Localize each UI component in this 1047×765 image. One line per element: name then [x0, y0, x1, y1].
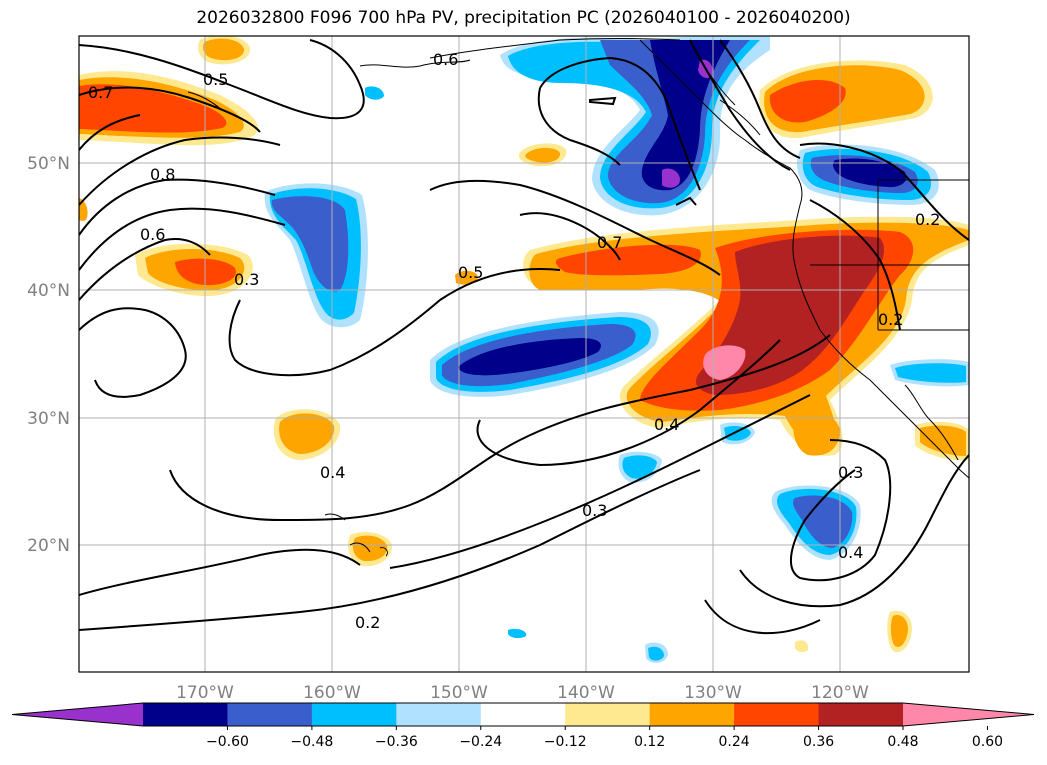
- lon-label-170w: 170°W: [176, 683, 234, 703]
- contour-label: 0.3: [234, 270, 259, 289]
- colorbar-outline: [11, 702, 1035, 727]
- contour-label: 0.7: [597, 233, 622, 252]
- lon-label-140w: 140°W: [557, 683, 615, 703]
- colorbar-extend-min: [12, 703, 143, 726]
- lon-label-120w: 120°W: [811, 683, 869, 703]
- contour-label: 0.5: [458, 263, 483, 282]
- contour-label: 0.6: [140, 225, 165, 244]
- contour-label: 0.4: [654, 415, 679, 434]
- colorbar-bin: [227, 703, 313, 726]
- colorbar-tick-label: 0.36: [803, 734, 834, 750]
- contour-label: 0.5: [203, 70, 228, 89]
- colorbar-tick-label: −0.48: [290, 734, 333, 750]
- contour-label: 0.4: [838, 543, 863, 562]
- contour-label: 0.6: [433, 50, 458, 69]
- colorbar-tick-label: −0.24: [459, 734, 502, 750]
- contour-label: 0.3: [838, 463, 863, 482]
- colorbar-tick-label: 0.12: [634, 734, 665, 750]
- colorbar-bin: [565, 703, 651, 726]
- colorbar-bin: [734, 703, 820, 726]
- contour-label: 0.3: [582, 501, 607, 520]
- colorbar-tick-label: −0.60: [206, 734, 249, 750]
- contour-labels: 0.7 0.5 0.6 0.8 0.6 0.3 0.7 0.5 0.4 0.4 …: [88, 50, 940, 632]
- colorbar-bin: [480, 703, 566, 726]
- latitude-labels: 50°N 40°N 30°N 20°N: [27, 154, 70, 556]
- colorbar-tick-label: 0.60: [972, 734, 1003, 750]
- colorbar-bin: [818, 703, 904, 726]
- contour-label: 0.7: [88, 83, 113, 102]
- colorbar-bin: [649, 703, 735, 726]
- lat-label-20n: 20°N: [27, 536, 70, 556]
- contour-label: 0.8: [150, 165, 175, 184]
- lat-label-50n: 50°N: [27, 154, 70, 174]
- map-title: 2026032800 F096 700 hPa PV, precipitatio…: [196, 8, 851, 28]
- lon-label-160w: 160°W: [303, 683, 361, 703]
- colorbar: −0.60 −0.48 −0.36 −0.24 −0.12 0.12 0.24 0.36 0.4…: [11, 702, 1035, 750]
- coastlines: [187, 38, 969, 557]
- colorbar-tick-label: 0.24: [719, 734, 750, 750]
- graticule: [79, 36, 969, 672]
- lon-label-150w: 150°W: [430, 683, 488, 703]
- contour-label: 0.4: [320, 463, 345, 482]
- colorbar-extend-max: [903, 703, 1034, 726]
- lon-label-130w: 130°W: [684, 683, 742, 703]
- colorbar-bin: [396, 703, 482, 726]
- precipitation-shading: [79, 36, 969, 663]
- contour-label: 0.2: [915, 210, 940, 229]
- colorbar-bin: [143, 703, 228, 726]
- lat-label-30n: 30°N: [27, 409, 70, 429]
- colorbar-tick-label: −0.12: [544, 734, 587, 750]
- map-frame: [78, 35, 970, 673]
- contour-label: 0.2: [355, 613, 380, 632]
- contour-label: 0.2: [878, 310, 903, 329]
- colorbar-tick-label: −0.36: [375, 734, 418, 750]
- longitude-labels: 170°W 160°W 150°W 140°W 130°W 120°W: [176, 683, 869, 703]
- pv-contours: [79, 39, 969, 635]
- colorbar-tick-label: 0.48: [887, 734, 918, 750]
- lat-label-40n: 40°N: [27, 281, 70, 301]
- colorbar-bin: [311, 703, 397, 726]
